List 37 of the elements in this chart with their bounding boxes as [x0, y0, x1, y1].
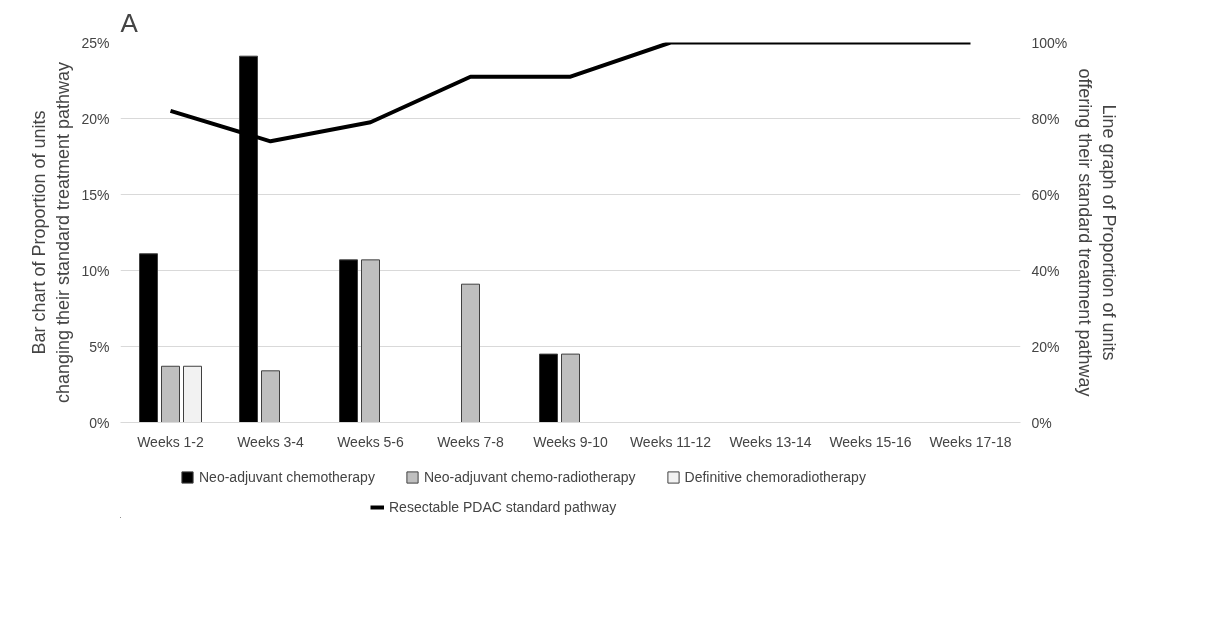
legend-label: Resectable PDAC standard pathway: [389, 499, 617, 515]
bar: [161, 365, 180, 423]
legend-label: Definitive chemoradiotherapy: [684, 469, 866, 485]
y2-tick-label: 60%: [1031, 186, 1060, 203]
bar: [539, 353, 558, 423]
x-tick-label: Weeks 11-12: [629, 433, 712, 450]
bar: [339, 259, 358, 423]
y-tick-label: 15%: [81, 186, 110, 203]
y2-axis-title: Line graph of Proportion of units offering their standard treatment pathway: [1075, 68, 1120, 397]
bar: [183, 365, 202, 423]
bar: [361, 259, 380, 423]
legend-label: Neo-adjuvant chemo-radiotherapy: [423, 469, 636, 485]
x-tick-label: Weeks 7-8: [437, 433, 505, 450]
y-tick-label: 25%: [81, 34, 110, 51]
x-tick-label: Weeks 1-2: [137, 433, 205, 450]
y-tick-label: 0%: [89, 414, 110, 431]
y2-tick-label: 80%: [1031, 110, 1060, 127]
y2-tick-label: 40%: [1031, 262, 1060, 279]
x-tick-label: Weeks 15-16: [829, 433, 912, 450]
legend-label: Neo-adjuvant chemotherapy: [199, 469, 375, 485]
x-tick-label: Weeks 3-4: [237, 433, 305, 450]
x-tick-label: Weeks 13-14: [729, 433, 812, 450]
bar: [139, 253, 158, 423]
y-tick-label: 10%: [81, 262, 110, 279]
y-axis-title: Bar chart of Proportion of units changing their standard treatment pathway: [29, 61, 74, 404]
y-tick-label: 20%: [81, 110, 110, 127]
bar: [461, 283, 480, 423]
y-tick-label: 5%: [89, 338, 110, 355]
y2-tick-label: 0%: [1031, 414, 1052, 431]
y2-tick-label: 20%: [1031, 338, 1060, 355]
y2-tick-label: 100%: [1031, 34, 1068, 51]
x-tick-label: Weeks 5-6: [337, 433, 405, 450]
chart-title: A: [120, 7, 139, 38]
x-tick-label: Weeks 9-10: [533, 433, 608, 450]
bar: [561, 353, 580, 423]
bar: [261, 370, 280, 423]
x-tick-label: Weeks 17-18: [929, 433, 1012, 450]
